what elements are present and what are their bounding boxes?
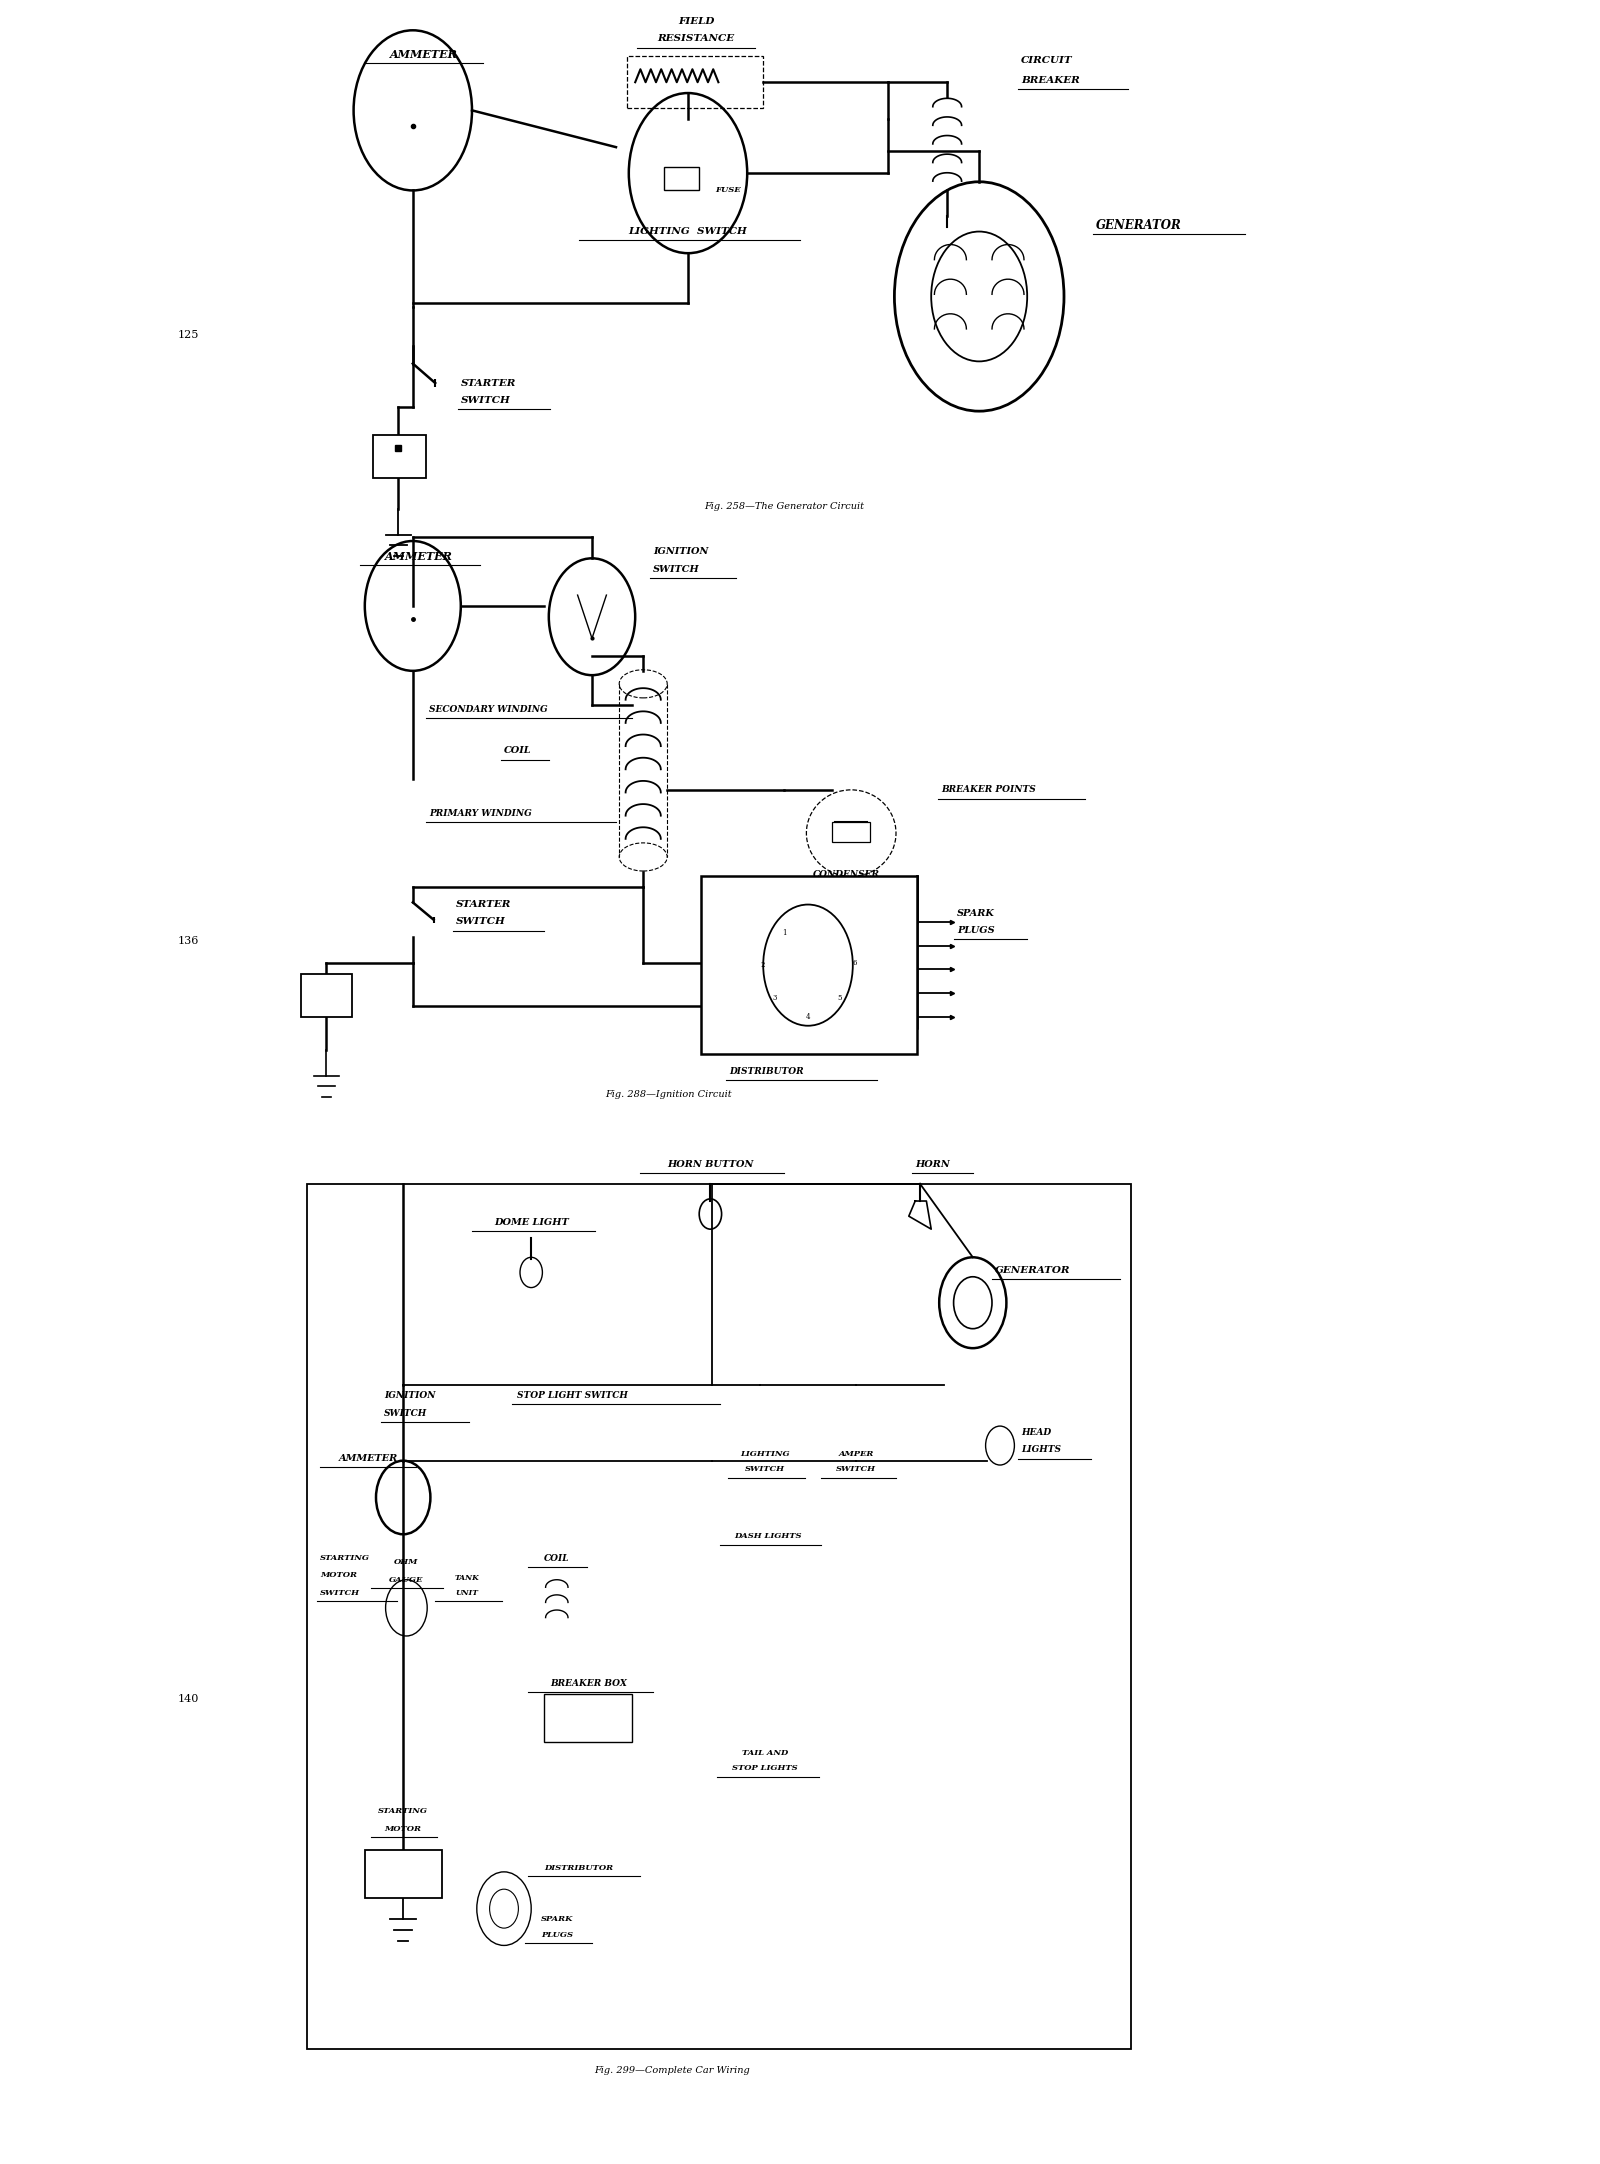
Text: Fig. 258—The Generator Circuit: Fig. 258—The Generator Circuit — [704, 502, 864, 511]
Bar — [544, 1694, 632, 1742]
Text: HEAD: HEAD — [1021, 1428, 1051, 1437]
Text: AMMETER: AMMETER — [390, 48, 458, 61]
Text: 140: 140 — [178, 1694, 200, 1703]
Text: IGNITION: IGNITION — [384, 1391, 435, 1400]
Text: AMMETER: AMMETER — [386, 550, 453, 563]
Text: SWITCH: SWITCH — [744, 1465, 784, 1474]
Text: 5: 5 — [838, 993, 842, 1002]
Text: Fig. 299—Complete Car Wiring: Fig. 299—Complete Car Wiring — [594, 2067, 750, 2075]
Text: IGNITION: IGNITION — [653, 547, 709, 556]
Text: PLUGS: PLUGS — [957, 926, 995, 935]
Text: 3: 3 — [773, 993, 776, 1002]
Text: MOTOR: MOTOR — [320, 1571, 357, 1580]
Text: STOP LIGHT SWITCH: STOP LIGHT SWITCH — [517, 1391, 629, 1400]
Text: FUSE: FUSE — [715, 186, 741, 195]
Text: LIGHTING  SWITCH: LIGHTING SWITCH — [629, 227, 747, 236]
Text: STARTING: STARTING — [320, 1554, 370, 1562]
Text: DOME LIGHT: DOME LIGHT — [494, 1218, 568, 1227]
Text: STARTING: STARTING — [378, 1807, 429, 1816]
Text: SECONDARY WINDING: SECONDARY WINDING — [429, 705, 547, 714]
Text: OHM: OHM — [394, 1558, 419, 1567]
Text: GAUGE: GAUGE — [389, 1575, 424, 1584]
Text: TAIL AND: TAIL AND — [742, 1749, 787, 1757]
Text: HORN BUTTON: HORN BUTTON — [667, 1160, 754, 1169]
Bar — [301, 974, 352, 1017]
Text: DISTRIBUTOR: DISTRIBUTOR — [730, 1067, 805, 1076]
Bar — [627, 56, 763, 108]
Text: CONDENSER: CONDENSER — [813, 870, 880, 879]
Bar — [832, 822, 870, 842]
Text: 4: 4 — [806, 1013, 810, 1021]
Text: PRIMARY WINDING: PRIMARY WINDING — [429, 809, 531, 818]
Text: STARTER: STARTER — [456, 900, 512, 909]
Text: 1: 1 — [782, 928, 786, 937]
Text: FIELD: FIELD — [678, 17, 714, 26]
Bar — [365, 1850, 442, 1898]
Text: STOP LIGHTS: STOP LIGHTS — [731, 1764, 798, 1772]
Text: RESISTANCE: RESISTANCE — [658, 35, 734, 43]
Text: DASH LIGHTS: DASH LIGHTS — [734, 1532, 802, 1541]
Text: 136: 136 — [178, 937, 200, 946]
Text: AMMETER: AMMETER — [338, 1454, 398, 1463]
Text: SPARK: SPARK — [541, 1915, 573, 1924]
Text: SWITCH: SWITCH — [456, 918, 506, 926]
Text: BREAKER: BREAKER — [1021, 76, 1080, 84]
Text: LIGHTS: LIGHTS — [1021, 1446, 1061, 1454]
Text: TANK: TANK — [454, 1573, 480, 1582]
Text: GENERATOR: GENERATOR — [1096, 219, 1182, 232]
Bar — [373, 435, 426, 478]
Text: SWITCH: SWITCH — [835, 1465, 877, 1474]
Text: SPARK: SPARK — [957, 909, 995, 918]
Bar — [701, 876, 917, 1054]
Text: MOTOR: MOTOR — [384, 1824, 422, 1833]
Text: BREAKER BOX: BREAKER BOX — [550, 1679, 627, 1688]
Text: UNIT: UNIT — [456, 1588, 478, 1597]
Text: COIL: COIL — [544, 1554, 570, 1562]
Text: HORN: HORN — [915, 1160, 950, 1169]
Text: GENERATOR: GENERATOR — [995, 1266, 1070, 1275]
Text: LIGHTING: LIGHTING — [739, 1450, 790, 1459]
Bar — [664, 167, 699, 190]
Text: CIRCUIT: CIRCUIT — [1021, 56, 1072, 65]
Text: DISTRIBUTOR: DISTRIBUTOR — [544, 1863, 614, 1872]
Bar — [307, 1184, 1131, 2049]
Text: BREAKER POINTS: BREAKER POINTS — [941, 786, 1035, 794]
Text: 6: 6 — [853, 959, 856, 967]
Text: PLUGS: PLUGS — [541, 1930, 573, 1939]
Text: SWITCH: SWITCH — [384, 1409, 427, 1417]
Text: SWITCH: SWITCH — [320, 1588, 360, 1597]
Text: AMPER: AMPER — [838, 1450, 874, 1459]
Text: STARTER: STARTER — [461, 379, 517, 387]
Text: COIL: COIL — [504, 747, 531, 755]
Text: 125: 125 — [178, 331, 200, 340]
Text: Fig. 288—Ignition Circuit: Fig. 288—Ignition Circuit — [605, 1091, 733, 1099]
Text: SWITCH: SWITCH — [461, 396, 510, 405]
Text: 2: 2 — [762, 961, 765, 969]
Text: SWITCH: SWITCH — [653, 565, 699, 573]
